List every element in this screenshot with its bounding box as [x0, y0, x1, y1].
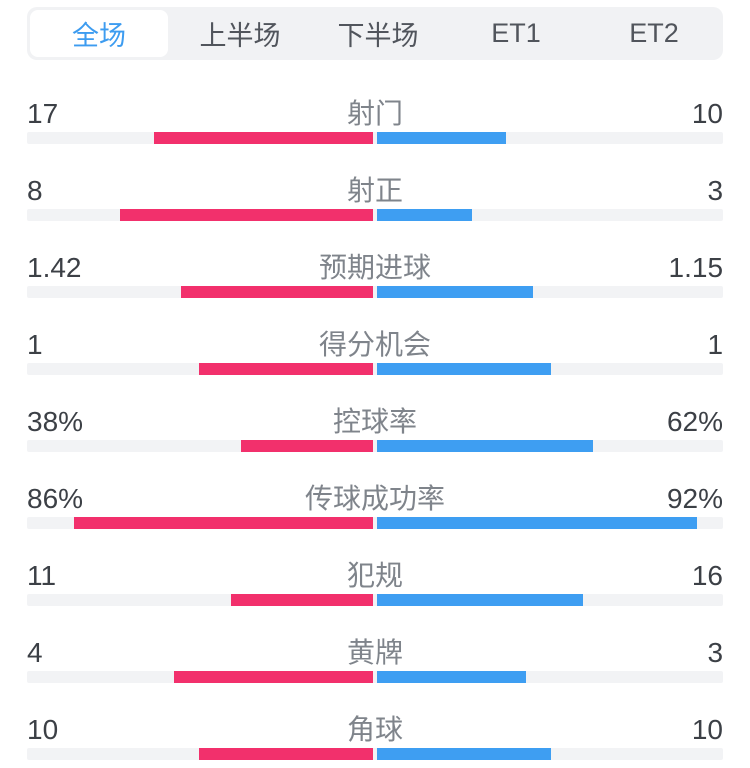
home-bar-half: [27, 209, 375, 221]
stat-values-line: 1 得分机会 1: [27, 321, 723, 359]
stat-bar-track: [27, 517, 723, 529]
stats-list: 17 射门 10 8 射正 3 1.: [0, 90, 750, 768]
tab-second-half[interactable]: 下半场: [337, 21, 419, 51]
away-bar-fill: [377, 286, 533, 298]
away-bar-half: [375, 517, 723, 529]
home-value: 4: [27, 637, 43, 668]
stat-row: 86% 传球成功率 92%: [0, 475, 750, 552]
away-bar-fill: [377, 594, 584, 606]
home-bar-half: [27, 440, 375, 452]
home-value: 17: [27, 98, 59, 129]
stat-row: 11 犯规 16: [0, 552, 750, 629]
home-value: 1: [27, 329, 43, 360]
away-bar-half: [375, 594, 723, 606]
away-value: 1.15: [668, 252, 724, 283]
stat-row: 10 角球 10: [0, 706, 750, 768]
stat-row: 4 黄牌 3: [0, 629, 750, 706]
stat-row: 1.42 预期进球 1.15: [0, 244, 750, 321]
home-bar-half: [27, 286, 375, 298]
away-value: 1: [707, 329, 724, 360]
stat-bar-track: [27, 440, 723, 452]
stat-row: 1 得分机会 1: [0, 321, 750, 398]
home-bar-half: [27, 671, 375, 683]
stat-values-line: 4 黄牌 3: [27, 629, 723, 667]
away-bar-half: [375, 286, 723, 298]
away-value: 62%: [666, 406, 724, 437]
home-bar-fill: [240, 440, 373, 452]
home-value: 11: [27, 560, 57, 591]
away-value: 3: [707, 637, 724, 668]
home-bar-fill: [199, 363, 373, 375]
stat-label: 角球: [347, 714, 404, 745]
stat-label: 犯规: [347, 560, 404, 591]
home-bar-fill: [73, 517, 373, 529]
stat-values-line: 10 角球 10: [27, 706, 723, 744]
home-bar-fill: [231, 594, 373, 606]
stat-values-line: 1.42 预期进球 1.15: [27, 244, 723, 282]
away-bar-fill: [377, 671, 527, 683]
stat-label: 预期进球: [319, 252, 432, 283]
away-value: 10: [691, 714, 724, 745]
home-bar-half: [27, 363, 375, 375]
stat-values-line: 17 射门 10: [27, 90, 723, 128]
stat-bar-track: [27, 671, 723, 683]
home-bar-fill: [153, 132, 373, 144]
away-bar-half: [375, 209, 723, 221]
home-value: 86%: [27, 483, 84, 514]
stat-label: 控球率: [333, 406, 418, 437]
tab-first-half[interactable]: 上半场: [199, 21, 281, 51]
stat-bar-track: [27, 748, 723, 760]
home-bar-half: [27, 132, 375, 144]
away-bar-fill: [377, 440, 593, 452]
stat-values-line: 8 射正 3: [27, 167, 723, 205]
home-bar-fill: [180, 286, 373, 298]
away-bar-half: [375, 132, 723, 144]
away-bar-fill: [377, 363, 551, 375]
stat-bar-track: [27, 363, 723, 375]
away-bar-fill: [377, 132, 506, 144]
away-value: 10: [691, 98, 724, 129]
stat-bar-track: [27, 209, 723, 221]
stat-bar-track: [27, 132, 723, 144]
home-bar-fill: [199, 748, 373, 760]
stat-row: 17 射门 10: [0, 90, 750, 167]
away-bar-half: [375, 671, 723, 683]
tab-et2[interactable]: ET2: [629, 18, 679, 48]
stat-label: 射正: [347, 175, 404, 206]
away-bar-half: [375, 363, 723, 375]
away-bar-fill: [377, 748, 551, 760]
stat-values-line: 86% 传球成功率 92%: [27, 475, 723, 513]
stat-label: 射门: [347, 98, 404, 129]
away-bar-half: [375, 748, 723, 760]
away-bar-fill: [377, 517, 698, 529]
home-value: 38%: [27, 406, 84, 437]
stat-label: 传球成功率: [305, 483, 446, 514]
home-bar-half: [27, 748, 375, 760]
home-bar-fill: [119, 209, 373, 221]
stat-bar-track: [27, 286, 723, 298]
stat-row: 8 射正 3: [0, 167, 750, 244]
home-bar-half: [27, 517, 375, 529]
away-value: 3: [707, 175, 724, 206]
home-value: 8: [27, 175, 43, 206]
stat-label: 得分机会: [319, 329, 432, 360]
stat-row: 38% 控球率 62%: [0, 398, 750, 475]
tab-full-match[interactable]: 全场: [30, 10, 168, 57]
tab-et1[interactable]: ET1: [491, 18, 541, 48]
stat-values-line: 11 犯规 16: [27, 552, 723, 590]
stat-values-line: 38% 控球率 62%: [27, 398, 723, 436]
period-tabbar: 全场 上半场 下半场 ET1 ET2: [27, 7, 723, 60]
away-bar-fill: [377, 209, 472, 221]
away-value: 16: [691, 560, 724, 591]
stat-bar-track: [27, 594, 723, 606]
stat-label: 黄牌: [347, 637, 404, 668]
home-bar-fill: [174, 671, 373, 683]
home-value: 1.42: [27, 252, 82, 283]
away-value: 92%: [666, 483, 724, 514]
home-bar-half: [27, 594, 375, 606]
home-value: 10: [27, 714, 59, 745]
away-bar-half: [375, 440, 723, 452]
